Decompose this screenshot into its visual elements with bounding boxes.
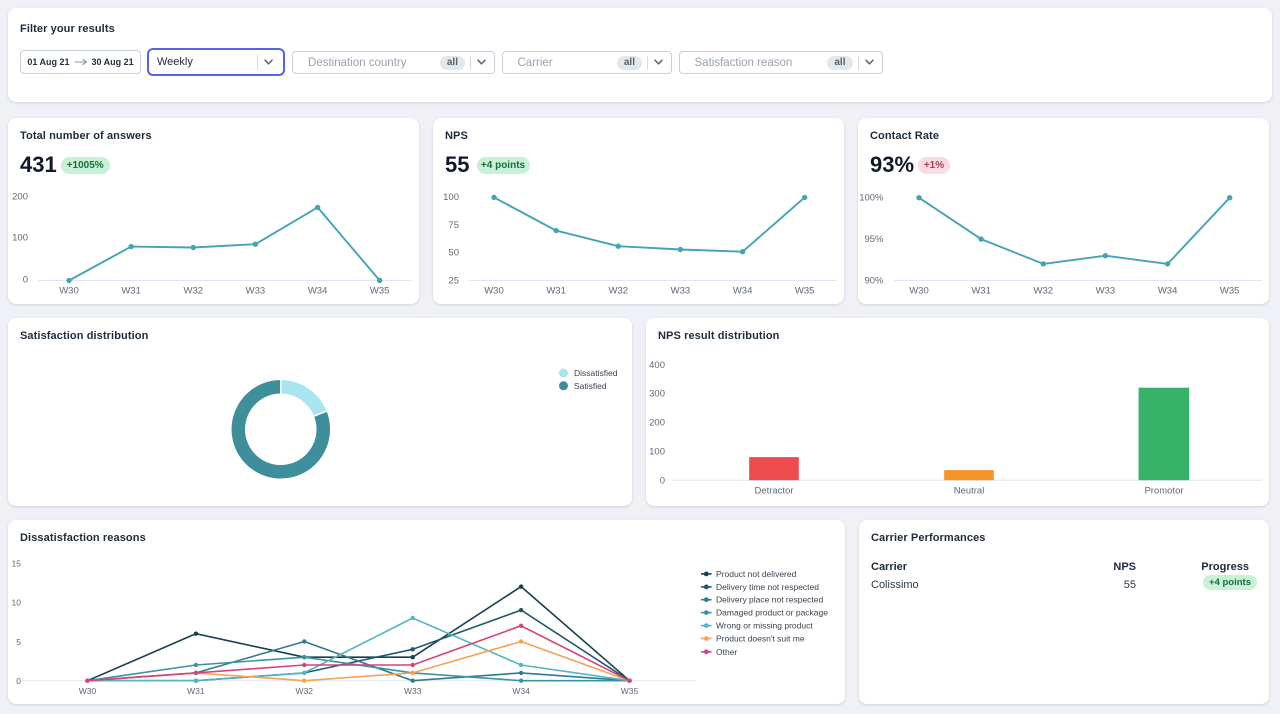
svg-text:15: 15 bbox=[12, 559, 22, 569]
svg-text:100: 100 bbox=[443, 192, 459, 203]
svg-text:Dissatisfied: Dissatisfied bbox=[574, 368, 618, 378]
svg-text:200: 200 bbox=[12, 192, 28, 203]
svg-text:25: 25 bbox=[448, 275, 459, 286]
svg-text:W32: W32 bbox=[1034, 285, 1054, 296]
svg-text:10: 10 bbox=[12, 598, 22, 608]
svg-text:100: 100 bbox=[12, 233, 28, 244]
svg-text:Product doesn't suit me: Product doesn't suit me bbox=[716, 634, 805, 644]
svg-text:100%: 100% bbox=[859, 193, 884, 204]
svg-text:W33: W33 bbox=[671, 285, 691, 296]
svg-text:Neutral: Neutral bbox=[954, 486, 985, 497]
svg-text:0: 0 bbox=[23, 274, 28, 285]
svg-text:90%: 90% bbox=[864, 275, 884, 286]
svg-text:75: 75 bbox=[448, 220, 459, 231]
svg-text:Product not delivered: Product not delivered bbox=[716, 569, 797, 579]
svg-text:Wrong or missing product: Wrong or missing product bbox=[716, 621, 813, 631]
svg-text:Delivery time not respected: Delivery time not respected bbox=[716, 582, 819, 592]
svg-text:W32: W32 bbox=[609, 285, 629, 296]
svg-text:W30: W30 bbox=[79, 686, 97, 696]
svg-text:W33: W33 bbox=[246, 285, 266, 296]
svg-text:W31: W31 bbox=[121, 285, 141, 296]
svg-text:W31: W31 bbox=[971, 285, 991, 296]
svg-text:W35: W35 bbox=[370, 285, 390, 296]
svg-text:W31: W31 bbox=[187, 686, 205, 696]
svg-text:Other: Other bbox=[716, 647, 737, 657]
svg-text:W35: W35 bbox=[795, 285, 815, 296]
svg-text:W35: W35 bbox=[621, 686, 639, 696]
svg-text:Detractor: Detractor bbox=[754, 486, 793, 497]
svg-text:W34: W34 bbox=[308, 285, 328, 296]
svg-text:W34: W34 bbox=[512, 686, 530, 696]
svg-text:W33: W33 bbox=[404, 686, 422, 696]
svg-text:W31: W31 bbox=[546, 285, 566, 296]
svg-text:100: 100 bbox=[649, 447, 665, 458]
svg-text:W34: W34 bbox=[1158, 285, 1178, 296]
svg-text:Promotor: Promotor bbox=[1144, 486, 1183, 497]
svg-text:50: 50 bbox=[448, 248, 459, 259]
svg-text:W33: W33 bbox=[1096, 285, 1116, 296]
svg-text:Damaged product or package: Damaged product or package bbox=[716, 608, 828, 618]
svg-text:W32: W32 bbox=[184, 285, 204, 296]
svg-text:W30: W30 bbox=[909, 285, 929, 296]
svg-text:W34: W34 bbox=[733, 285, 753, 296]
svg-text:5: 5 bbox=[16, 637, 21, 647]
svg-text:400: 400 bbox=[649, 360, 665, 371]
svg-text:W30: W30 bbox=[59, 285, 79, 296]
svg-text:W30: W30 bbox=[484, 285, 504, 296]
svg-text:W35: W35 bbox=[1220, 285, 1240, 296]
svg-text:Delivery place not respected: Delivery place not respected bbox=[716, 595, 824, 605]
svg-text:Satisfied: Satisfied bbox=[574, 381, 607, 391]
svg-text:W32: W32 bbox=[296, 686, 314, 696]
svg-text:0: 0 bbox=[16, 676, 21, 686]
svg-text:300: 300 bbox=[649, 389, 665, 400]
svg-text:200: 200 bbox=[649, 418, 665, 429]
svg-text:95%: 95% bbox=[864, 234, 884, 245]
svg-text:0: 0 bbox=[660, 475, 665, 486]
